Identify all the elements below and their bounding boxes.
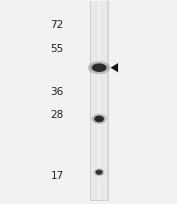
Ellipse shape (94, 169, 104, 176)
Bar (98, 2, 100, 200)
Text: 17: 17 (50, 171, 64, 180)
Bar (90, 2, 108, 200)
Text: 28: 28 (50, 109, 64, 119)
Ellipse shape (94, 116, 104, 123)
Bar (91, 2, 107, 200)
Ellipse shape (88, 62, 110, 75)
Ellipse shape (92, 64, 107, 73)
Ellipse shape (92, 114, 106, 124)
Ellipse shape (96, 170, 103, 175)
Text: 36: 36 (50, 87, 64, 97)
Polygon shape (111, 64, 118, 73)
Text: 72: 72 (50, 20, 64, 29)
Text: 55: 55 (50, 44, 64, 54)
